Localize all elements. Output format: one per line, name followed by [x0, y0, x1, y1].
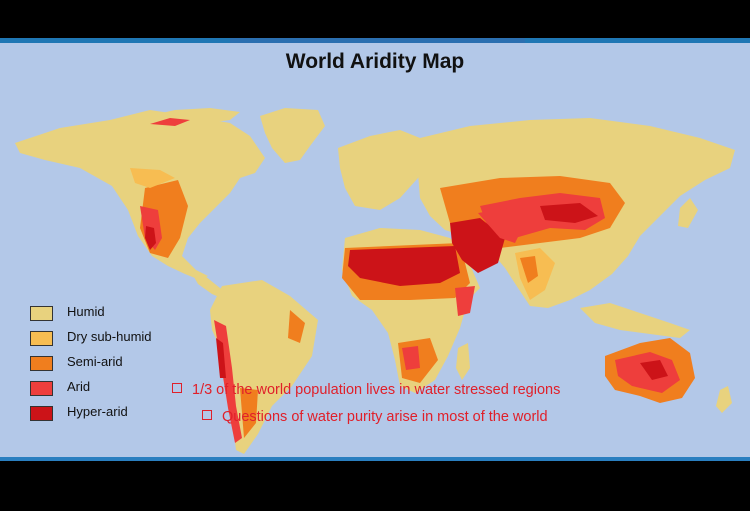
legend-swatch [30, 306, 53, 321]
legend-label: Hyper-arid [67, 404, 128, 419]
landmass-north-america [15, 110, 265, 280]
landmass-japan [678, 198, 698, 228]
legend-label: Arid [67, 379, 91, 394]
slide-bottom-bar [0, 457, 750, 461]
checkbox-bullet-icon [172, 383, 182, 393]
world-map [15, 108, 735, 454]
region-na-dry [130, 168, 175, 188]
region-sa-semiarid [288, 310, 305, 343]
region-africa-hyperarid [348, 246, 460, 286]
slide-top-bar [0, 38, 750, 43]
slide-top-bar-segment [230, 38, 525, 43]
region-sa-hyperarid [216, 338, 226, 378]
bullet-point-population: 1/3 of the world population lives in wat… [172, 382, 560, 398]
bullet-text: Questions of water purity arise in most … [222, 409, 548, 425]
checkbox-bullet-icon [202, 410, 212, 420]
landmass-se-asia [580, 303, 690, 338]
landmass-europe [338, 130, 430, 210]
bullet-point-water-purity: Questions of water purity arise in most … [202, 409, 548, 425]
bullet-text: 1/3 of the world population lives in wat… [192, 382, 561, 398]
region-south-africa-arid [402, 346, 420, 370]
region-asia-hyperarid [540, 203, 598, 223]
bottom-letterbox [0, 461, 750, 511]
legend-swatch [30, 406, 53, 421]
region-india-semiarid [520, 256, 538, 283]
region-sa-patagonia [240, 388, 258, 438]
legend-label: Humid [67, 304, 105, 319]
region-arctic-arid [150, 118, 190, 126]
landmass-new-zealand [716, 386, 732, 413]
region-na-hyperarid [145, 226, 156, 250]
legend-swatch [30, 381, 53, 396]
page-title: World Aridity Map [285, 50, 465, 73]
region-horn-arid [455, 286, 475, 316]
landmass-greenland [260, 108, 325, 163]
legend-label: Dry sub-humid [67, 329, 152, 344]
region-mideast-arid [478, 208, 525, 243]
legend-label: Semi-arid [67, 354, 123, 369]
legend-swatch [30, 331, 53, 346]
landmass-madagascar [456, 343, 470, 380]
region-arabia-hyperarid [450, 218, 505, 273]
legend-swatch [30, 356, 53, 371]
top-letterbox [0, 0, 750, 38]
region-australia-hyperarid [640, 360, 668, 380]
slide: World Aridity Map Humid Dry sub-humid Se… [0, 38, 750, 461]
